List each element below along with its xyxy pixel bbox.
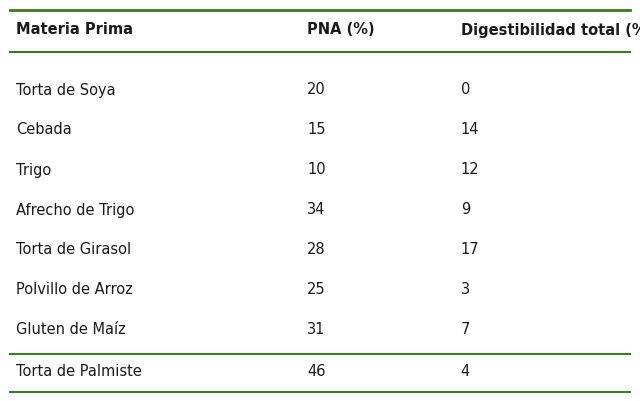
Text: Gluten de Maíz: Gluten de Maíz: [16, 322, 125, 338]
Text: Cebada: Cebada: [16, 122, 72, 138]
Text: 28: 28: [307, 243, 326, 257]
Text: 0: 0: [461, 83, 470, 97]
Text: 31: 31: [307, 322, 326, 338]
Text: Torta de Palmiste: Torta de Palmiste: [16, 365, 142, 379]
Text: 4: 4: [461, 365, 470, 379]
Text: Digestibilidad total (%): Digestibilidad total (%): [461, 22, 640, 38]
Text: Afrecho de Trigo: Afrecho de Trigo: [16, 203, 134, 217]
Text: 46: 46: [307, 365, 326, 379]
Text: 17: 17: [461, 243, 479, 257]
Text: Torta de Soya: Torta de Soya: [16, 83, 116, 97]
Text: 20: 20: [307, 83, 326, 97]
Text: 15: 15: [307, 122, 326, 138]
Text: 34: 34: [307, 203, 326, 217]
Text: PNA (%): PNA (%): [307, 22, 375, 38]
Text: 9: 9: [461, 203, 470, 217]
Text: Materia Prima: Materia Prima: [16, 22, 133, 38]
Text: Torta de Girasol: Torta de Girasol: [16, 243, 131, 257]
Text: 14: 14: [461, 122, 479, 138]
Text: 10: 10: [307, 162, 326, 178]
Text: 25: 25: [307, 282, 326, 298]
Text: 12: 12: [461, 162, 479, 178]
Text: 3: 3: [461, 282, 470, 298]
Text: 7: 7: [461, 322, 470, 338]
Text: Trigo: Trigo: [16, 162, 51, 178]
Text: Polvillo de Arroz: Polvillo de Arroz: [16, 282, 132, 298]
